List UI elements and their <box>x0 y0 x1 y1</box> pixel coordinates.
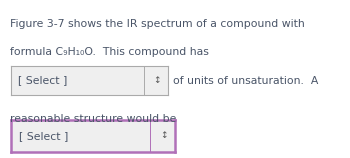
Text: [ Select ]: [ Select ] <box>18 76 68 86</box>
Text: of units of unsaturation.  A: of units of unsaturation. A <box>173 76 318 86</box>
Text: reasonable structure would be: reasonable structure would be <box>10 114 177 124</box>
Text: ↕: ↕ <box>160 131 167 140</box>
Text: formula C₉H₁₀O.  This compound has: formula C₉H₁₀O. This compound has <box>10 47 209 57</box>
Text: ↕: ↕ <box>153 76 161 85</box>
Text: [ Select ]: [ Select ] <box>19 131 68 141</box>
Text: Figure 3-7 shows the IR spectrum of a compound with: Figure 3-7 shows the IR spectrum of a co… <box>10 19 305 29</box>
